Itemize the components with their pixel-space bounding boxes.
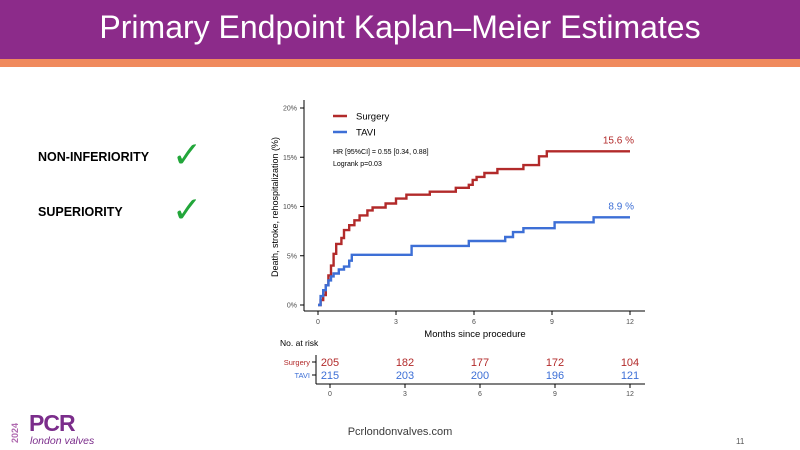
risk-x-tick-label: 6 bbox=[478, 391, 482, 398]
risk-value-surgery: 104 bbox=[621, 357, 639, 369]
risk-value-tavi: 200 bbox=[471, 370, 489, 382]
superiority-label: SUPERIORITY bbox=[38, 205, 123, 219]
x-tick-label: 12 bbox=[626, 319, 634, 326]
y-tick-label: 10% bbox=[283, 204, 297, 211]
risk-x-tick-label: 0 bbox=[328, 391, 332, 398]
risk-value-tavi: 215 bbox=[321, 370, 339, 382]
non-inferiority-check-icon: ✓ bbox=[172, 135, 203, 176]
page-number: 11 bbox=[736, 437, 745, 446]
legend-label-tavi: TAVI bbox=[356, 128, 376, 139]
accent-bar bbox=[0, 59, 800, 67]
y-tick-label: 0% bbox=[287, 303, 297, 310]
risk-value-surgery: 177 bbox=[471, 357, 489, 369]
series-line-tavi bbox=[318, 216, 630, 307]
end-label-tavi: 8.9 % bbox=[608, 201, 634, 212]
x-tick-label: 3 bbox=[394, 319, 398, 326]
series-line-surgery bbox=[318, 150, 630, 307]
risk-row-label-tavi: TAVI bbox=[294, 371, 310, 380]
superiority-check-icon: ✓ bbox=[172, 190, 203, 231]
end-label-surgery: 15.6 % bbox=[603, 135, 634, 146]
title-bar: Primary Endpoint Kaplan–Meier Estimates bbox=[0, 0, 800, 59]
risk-table-title: No. at risk bbox=[280, 338, 319, 348]
risk-x-tick-label: 3 bbox=[403, 391, 407, 398]
logrank-annotation: Logrank p=0.03 bbox=[333, 161, 382, 168]
pcr-logo: 2024 PCR london valves bbox=[10, 410, 134, 447]
legend-label-surgery: Surgery bbox=[356, 112, 390, 123]
x-axis-label: Months since procedure bbox=[424, 329, 525, 340]
x-tick-label: 9 bbox=[550, 319, 554, 326]
y-axis-label: Death, stroke, rehospitalization (%) bbox=[270, 137, 280, 277]
non-inferiority-label: NON-INFERIORITY bbox=[38, 150, 150, 164]
y-tick-label: 15% bbox=[283, 155, 297, 162]
logo-subtitle: london valves bbox=[30, 435, 95, 447]
risk-value-surgery: 205 bbox=[321, 357, 339, 369]
x-tick-label: 6 bbox=[472, 319, 476, 326]
risk-value-surgery: 182 bbox=[396, 357, 414, 369]
logo-brand: PCR bbox=[29, 410, 76, 436]
risk-value-tavi: 203 bbox=[396, 370, 414, 382]
risk-value-tavi: 196 bbox=[546, 370, 564, 382]
footer-url[interactable]: Pcrlondonvalves.com bbox=[347, 426, 453, 438]
risk-value-surgery: 172 bbox=[546, 357, 564, 369]
risk-x-tick-label: 12 bbox=[626, 391, 634, 398]
slide-title: Primary Endpoint Kaplan–Meier Estimates bbox=[99, 9, 701, 45]
y-tick-label: 5% bbox=[287, 253, 297, 260]
y-tick-label: 20% bbox=[283, 106, 297, 113]
hazard-ratio-annotation: HR [95%CI] = 0.55 [0.34, 0.88] bbox=[333, 149, 429, 156]
risk-x-tick-label: 9 bbox=[553, 391, 557, 398]
x-tick-label: 0 bbox=[316, 319, 320, 326]
risk-value-tavi: 121 bbox=[621, 370, 639, 382]
risk-row-label-surgery: Surgery bbox=[284, 358, 311, 367]
